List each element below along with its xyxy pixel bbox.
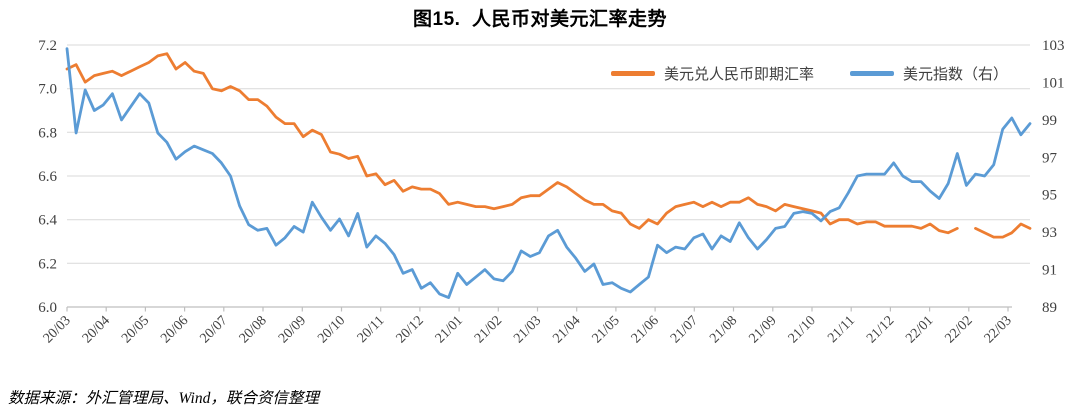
y-axis-label-right: 101 — [1042, 75, 1065, 91]
x-tick-label: 21/07 — [668, 313, 701, 346]
legend-item-usd-cny-spot: 美元兑人民币即期汇率 — [610, 63, 814, 84]
x-tick-label: 20/08 — [237, 313, 270, 346]
x-tick-label: 20/11 — [355, 313, 388, 346]
x-tick-label: 20/09 — [276, 313, 309, 346]
x-tick-label: 20/04 — [80, 313, 113, 346]
x-tick-label: 21/04 — [550, 313, 583, 346]
y-axis-label-right: 93 — [1042, 225, 1057, 241]
legend-swatch-usd-index — [849, 71, 894, 76]
x-tick-label: 20/12 — [394, 313, 427, 346]
y-axis-label-left: 7.0 — [38, 82, 57, 98]
x-tick-label: 22/03 — [982, 313, 1015, 346]
source-note: 数据来源：外汇管理局、Wind，联合资信整理 — [8, 390, 319, 407]
legend-swatch-usd-cny-spot — [610, 71, 655, 76]
x-tick-label: 21/10 — [786, 313, 819, 346]
x-tick-label: 22/01 — [903, 313, 936, 346]
x-tick-label: 21/12 — [864, 313, 897, 346]
x-tick-label: 21/03 — [511, 313, 544, 346]
series-line-usd-cny-spot — [65, 52, 959, 235]
y-axis-label-right: 95 — [1042, 188, 1057, 204]
x-tick-label: 22/02 — [942, 313, 975, 346]
chart-plot: 7.2 7.0 6.8 6.6 6.4 6.2 6.0 103 101 99 97 95 93 91 89 2… — [38, 38, 1065, 346]
legend-item-usd-index: 美元指数（右） — [849, 63, 1008, 84]
legend-label-usd-index: 美元指数（右） — [902, 66, 1008, 83]
x-tick-label: 20/03 — [41, 313, 74, 346]
legend-label-usd-cny-spot: 美元兑人民币即期汇率 — [663, 66, 814, 83]
y-axis-label-left: 6.6 — [38, 169, 57, 185]
y-axis-label-right: 99 — [1042, 113, 1057, 129]
y-axis-label-left: 6.0 — [38, 300, 57, 316]
chart-legend: 美元兑人民币即期汇率 美元指数（右） — [0, 63, 1008, 84]
x-tick-label: 21/06 — [629, 313, 662, 346]
x-tick-label: 21/05 — [590, 313, 623, 346]
y-axis-label-left: 6.4 — [38, 213, 57, 229]
y-axis-label-right: 89 — [1042, 300, 1057, 316]
y-axis-label-right: 91 — [1042, 263, 1057, 279]
x-tick-label: 20/06 — [158, 313, 191, 346]
y-axis-label-left: 6.8 — [38, 125, 57, 141]
series-line-usd-index — [65, 47, 1032, 300]
x-tick-label: 20/07 — [197, 313, 230, 346]
y-axis-label-right: 103 — [1042, 38, 1065, 54]
x-tick-label: 21/02 — [472, 313, 505, 346]
x-tick-label: 20/05 — [119, 313, 152, 346]
y-axis-label-right: 97 — [1042, 150, 1058, 166]
x-tick-label: 20/10 — [315, 313, 348, 346]
x-tick-label: 21/01 — [433, 313, 466, 346]
series-line-usd-cny-spot — [974, 222, 1032, 239]
chart-title: 图15. 人民币对美元汇率走势 — [413, 9, 667, 30]
x-tick-label: 21/08 — [707, 313, 740, 346]
y-axis-label-left: 6.2 — [38, 256, 57, 272]
x-tick-label: 21/11 — [825, 313, 858, 346]
y-axis-label-left: 7.2 — [38, 38, 57, 54]
x-tick-label: 21/09 — [746, 313, 779, 346]
